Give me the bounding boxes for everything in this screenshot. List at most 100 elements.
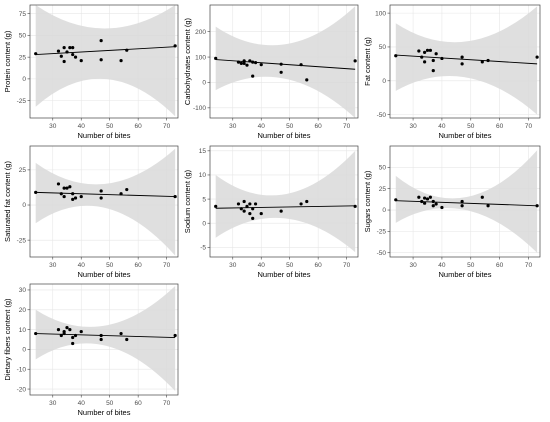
data-point xyxy=(420,199,424,204)
data-point xyxy=(420,55,424,59)
x-tick-label: 50 xyxy=(106,123,114,130)
data-point xyxy=(394,54,398,58)
panel-border xyxy=(29,4,179,119)
regression-line xyxy=(395,54,538,65)
panel-border xyxy=(209,145,359,258)
y-tick-label: 0 xyxy=(382,78,386,85)
x-tick-label: 60 xyxy=(135,123,143,130)
data-point xyxy=(62,194,66,199)
y-tick-label: 0 xyxy=(22,347,26,354)
data-point xyxy=(65,186,69,190)
data-point xyxy=(125,187,129,192)
y-tick-label: 50 xyxy=(19,33,27,40)
data-point xyxy=(242,59,246,63)
data-point xyxy=(99,196,103,200)
data-point xyxy=(68,185,72,189)
x-axis-label: Number of bites xyxy=(258,131,311,140)
data-point xyxy=(431,69,435,73)
x-tick-label: 50 xyxy=(286,262,294,269)
x-tick-label: 50 xyxy=(106,400,114,407)
regression-line xyxy=(215,205,356,209)
y-tick-label: 0 xyxy=(22,76,26,83)
x-tick-label: 60 xyxy=(496,123,504,130)
data-point xyxy=(71,52,75,57)
x-tick-label: 60 xyxy=(135,400,143,407)
y-tick-label: 10 xyxy=(199,172,207,179)
panel-border xyxy=(389,145,541,258)
data-point xyxy=(480,195,484,199)
panel-border xyxy=(389,4,541,119)
data-point xyxy=(428,48,432,52)
x-axis-label: Number of bites xyxy=(78,408,131,417)
data-point xyxy=(79,194,83,199)
y-tick-label: 75 xyxy=(19,11,27,18)
data-point xyxy=(125,48,129,52)
y-tick-label: 50 xyxy=(379,44,387,51)
data-point xyxy=(251,74,255,78)
y-tick-label: 50 xyxy=(379,165,387,172)
x-tick-label: 70 xyxy=(163,400,171,407)
data-point xyxy=(248,59,252,63)
data-point xyxy=(71,192,75,196)
data-point xyxy=(119,192,123,196)
data-point xyxy=(56,182,61,186)
data-point xyxy=(242,199,246,204)
data-point xyxy=(480,60,484,64)
y-tick-label: 0 xyxy=(202,80,206,87)
y-tick-label: 200 xyxy=(195,29,206,36)
data-point xyxy=(259,63,263,67)
x-tick-label: 30 xyxy=(409,262,417,269)
data-point xyxy=(460,55,464,59)
data-point xyxy=(119,331,123,336)
x-axis-label: Number of bites xyxy=(78,270,131,279)
x-axis-label: Number of bites xyxy=(258,270,311,279)
x-tick-label: 40 xyxy=(78,123,86,130)
x-tick-label: 50 xyxy=(106,262,114,269)
data-point xyxy=(71,197,75,201)
x-tick-label: 60 xyxy=(496,262,504,269)
data-point xyxy=(65,326,69,330)
x-tick-label: 70 xyxy=(525,123,533,130)
y-axis-label: Sodium content (g) xyxy=(183,169,192,233)
data-point xyxy=(236,202,241,206)
x-tick-label: 30 xyxy=(409,123,417,130)
data-point xyxy=(305,199,309,204)
data-point xyxy=(251,216,255,220)
data-point xyxy=(73,333,78,338)
y-tick-label: 100 xyxy=(375,10,386,17)
y-tick-label: 25 xyxy=(19,54,27,61)
data-point xyxy=(425,197,430,201)
data-point xyxy=(460,204,464,208)
data-point xyxy=(248,202,252,206)
data-point xyxy=(214,56,218,60)
data-point xyxy=(34,52,38,56)
data-point xyxy=(353,204,357,208)
regression-line xyxy=(35,333,176,338)
y-tick-label: 0 xyxy=(202,220,206,227)
y-tick-label: -25 xyxy=(17,98,27,105)
x-tick-label: 70 xyxy=(163,262,171,269)
data-point xyxy=(251,60,255,64)
data-point xyxy=(239,61,243,66)
x-tick-label: 50 xyxy=(286,123,294,130)
y-axis-label: Carbohydrates content (g) xyxy=(183,17,192,105)
data-point xyxy=(486,204,490,208)
data-point xyxy=(248,211,252,216)
data-point xyxy=(62,186,66,190)
x-axis-label: Number of bites xyxy=(439,270,492,279)
y-axis-label: Protein content (g) xyxy=(3,30,12,92)
data-point xyxy=(428,195,432,199)
data-point xyxy=(68,327,72,332)
data-point xyxy=(62,59,66,64)
data-point xyxy=(59,192,63,196)
y-tick-label: -10 xyxy=(17,366,27,373)
data-point xyxy=(425,48,430,52)
y-tick-label: 25 xyxy=(19,167,27,174)
panel: 30 40 50 60 70 -5 0 5 10 15 Number of bites Sodium … xyxy=(183,145,359,279)
y-tick-label: -25 xyxy=(17,237,27,244)
y-tick-label: -25 xyxy=(377,229,387,236)
data-point xyxy=(125,337,129,342)
data-point xyxy=(79,329,83,334)
x-tick-label: 40 xyxy=(78,262,86,269)
